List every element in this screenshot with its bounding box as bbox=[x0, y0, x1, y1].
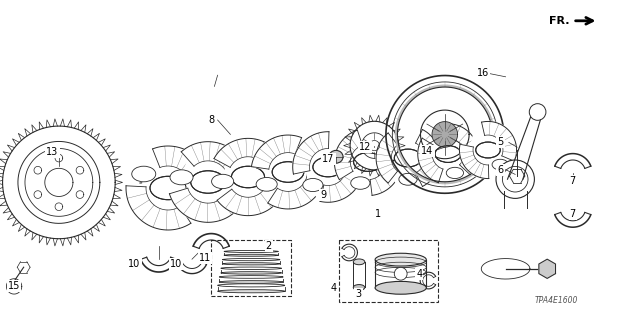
Polygon shape bbox=[126, 186, 191, 230]
Ellipse shape bbox=[150, 176, 186, 200]
Text: 5: 5 bbox=[497, 137, 504, 148]
Polygon shape bbox=[415, 130, 440, 187]
Ellipse shape bbox=[306, 131, 350, 203]
Ellipse shape bbox=[529, 104, 546, 120]
Circle shape bbox=[369, 140, 380, 151]
Ellipse shape bbox=[303, 179, 323, 192]
Ellipse shape bbox=[446, 167, 463, 179]
Polygon shape bbox=[539, 259, 556, 278]
Ellipse shape bbox=[218, 290, 285, 293]
Ellipse shape bbox=[476, 142, 500, 158]
Ellipse shape bbox=[232, 166, 264, 188]
Ellipse shape bbox=[212, 174, 234, 189]
Polygon shape bbox=[268, 170, 325, 209]
Text: 9: 9 bbox=[320, 190, 326, 200]
Text: FR.: FR. bbox=[549, 16, 570, 26]
Ellipse shape bbox=[256, 178, 277, 191]
Circle shape bbox=[432, 122, 458, 147]
Ellipse shape bbox=[272, 162, 304, 182]
Ellipse shape bbox=[375, 281, 426, 294]
Ellipse shape bbox=[435, 146, 461, 163]
Text: TPA4E1600: TPA4E1600 bbox=[535, 296, 579, 305]
Text: 10: 10 bbox=[170, 259, 182, 269]
Text: 13: 13 bbox=[46, 147, 59, 157]
Ellipse shape bbox=[224, 254, 278, 256]
Text: 4: 4 bbox=[331, 283, 337, 293]
Circle shape bbox=[394, 267, 407, 280]
Polygon shape bbox=[217, 183, 285, 216]
Ellipse shape bbox=[470, 121, 506, 179]
Bar bbox=[339, 240, 438, 302]
Ellipse shape bbox=[218, 284, 285, 287]
Ellipse shape bbox=[353, 259, 365, 265]
Text: 3: 3 bbox=[355, 289, 362, 299]
Polygon shape bbox=[320, 153, 364, 202]
Ellipse shape bbox=[347, 128, 389, 196]
Bar bbox=[211, 240, 291, 296]
Text: 12: 12 bbox=[358, 142, 371, 152]
Ellipse shape bbox=[142, 146, 194, 230]
Text: 17: 17 bbox=[322, 154, 335, 164]
Ellipse shape bbox=[492, 159, 508, 170]
Text: 11: 11 bbox=[198, 252, 211, 263]
Ellipse shape bbox=[191, 171, 225, 193]
Polygon shape bbox=[418, 138, 443, 183]
Text: 2: 2 bbox=[266, 241, 272, 251]
Ellipse shape bbox=[170, 170, 193, 185]
Ellipse shape bbox=[223, 263, 280, 265]
Ellipse shape bbox=[219, 276, 284, 278]
Polygon shape bbox=[170, 188, 240, 222]
Ellipse shape bbox=[224, 251, 278, 252]
Text: 16: 16 bbox=[477, 68, 490, 78]
Polygon shape bbox=[481, 122, 516, 161]
Text: 1: 1 bbox=[374, 209, 381, 219]
Text: 7: 7 bbox=[570, 209, 576, 219]
Ellipse shape bbox=[496, 160, 534, 198]
Polygon shape bbox=[292, 132, 329, 174]
Text: 10: 10 bbox=[128, 259, 141, 269]
Text: 14: 14 bbox=[421, 146, 434, 156]
Polygon shape bbox=[460, 144, 489, 179]
Ellipse shape bbox=[329, 150, 343, 163]
Ellipse shape bbox=[265, 135, 311, 209]
Polygon shape bbox=[376, 133, 397, 183]
Ellipse shape bbox=[132, 166, 156, 182]
Ellipse shape bbox=[399, 173, 417, 185]
Ellipse shape bbox=[394, 149, 422, 167]
Ellipse shape bbox=[351, 177, 370, 189]
Polygon shape bbox=[450, 124, 478, 175]
Polygon shape bbox=[252, 135, 301, 169]
Polygon shape bbox=[181, 142, 243, 172]
Ellipse shape bbox=[313, 157, 343, 177]
Polygon shape bbox=[335, 130, 362, 180]
Ellipse shape bbox=[353, 284, 365, 290]
Ellipse shape bbox=[429, 124, 467, 185]
Polygon shape bbox=[370, 139, 401, 195]
Text: 6: 6 bbox=[497, 164, 504, 175]
Ellipse shape bbox=[221, 267, 282, 269]
Polygon shape bbox=[152, 146, 209, 185]
Text: 8: 8 bbox=[208, 115, 214, 125]
Polygon shape bbox=[214, 138, 274, 167]
Text: 4: 4 bbox=[416, 268, 422, 279]
Ellipse shape bbox=[221, 272, 282, 274]
Ellipse shape bbox=[223, 259, 280, 261]
Ellipse shape bbox=[183, 141, 233, 223]
Polygon shape bbox=[508, 112, 543, 179]
Text: 7: 7 bbox=[570, 176, 576, 186]
Ellipse shape bbox=[388, 126, 428, 190]
Ellipse shape bbox=[224, 138, 272, 216]
Ellipse shape bbox=[219, 281, 284, 283]
Ellipse shape bbox=[354, 153, 383, 172]
Ellipse shape bbox=[375, 253, 426, 266]
Text: 15: 15 bbox=[8, 281, 20, 292]
